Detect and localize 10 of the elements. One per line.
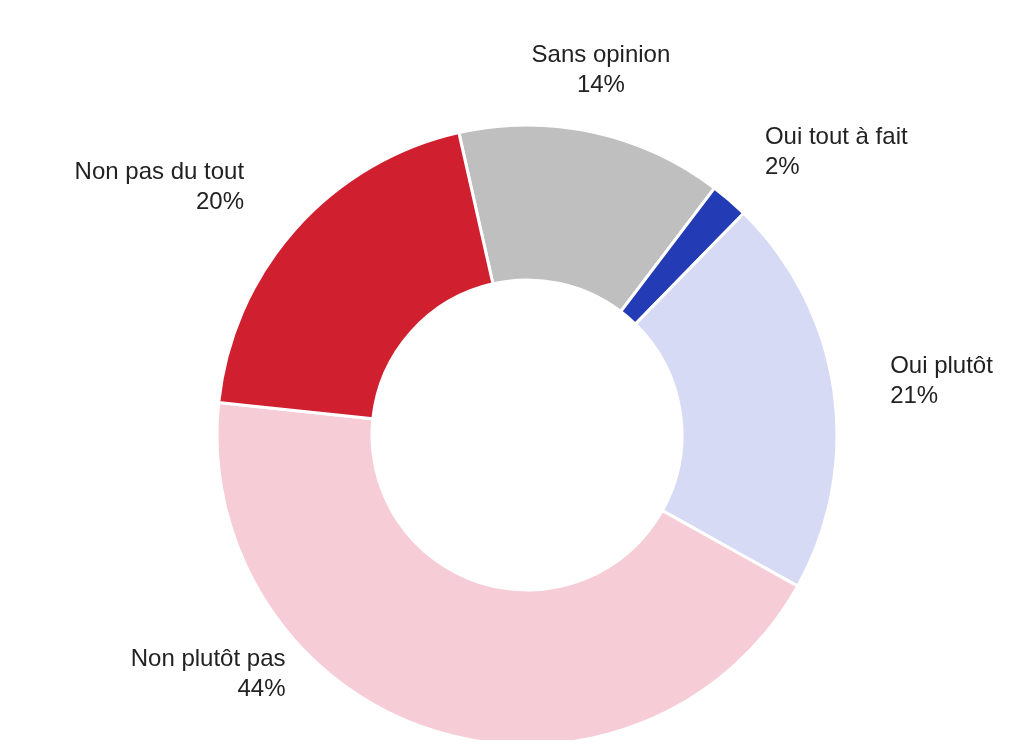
slice-label: Non pas du tout <box>74 156 245 184</box>
slice-label: Non plutôt pas <box>130 644 286 671</box>
data-label: 20% <box>196 186 245 214</box>
slice-label: Oui tout à fait <box>764 122 908 150</box>
data-label: 14% <box>576 70 625 98</box>
data-label: 2% <box>764 152 800 180</box>
data-label: 44% <box>237 674 286 701</box>
slice-label: Oui plutôt <box>890 350 994 378</box>
data-label: 21% <box>890 380 939 408</box>
slice-label: Sans opinion <box>531 40 671 68</box>
